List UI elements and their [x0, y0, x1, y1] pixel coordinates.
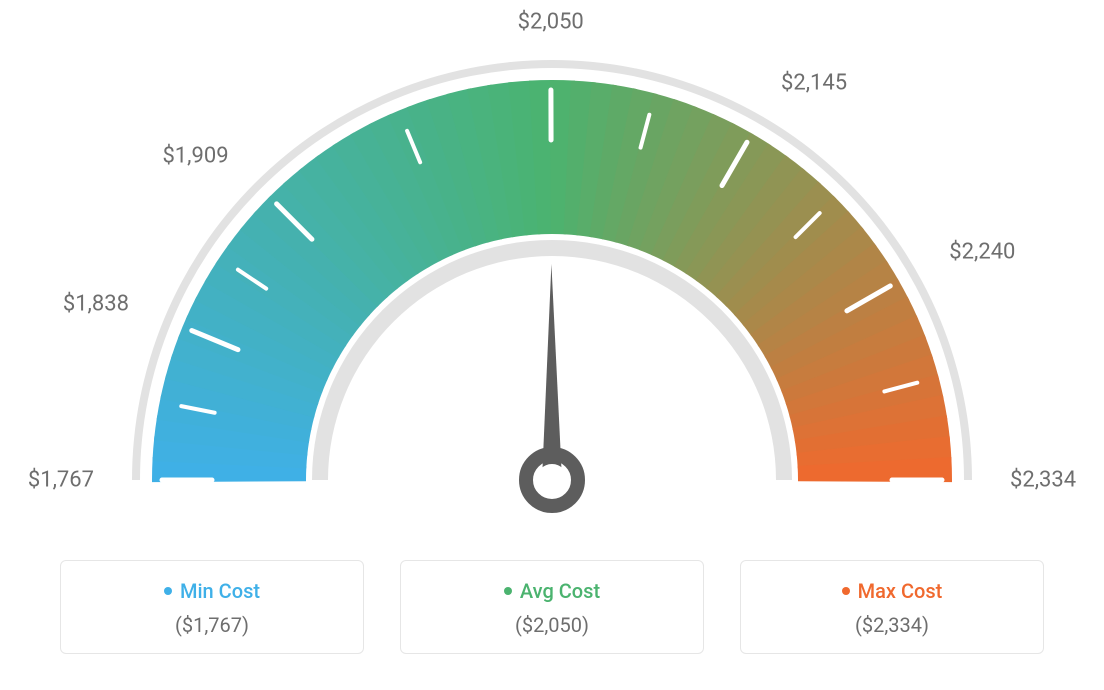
legend-card-avg: Avg Cost ($2,050)	[400, 560, 704, 654]
dot-icon	[164, 587, 172, 595]
legend-min-label: Min Cost	[180, 579, 260, 603]
gauge-tick-label: $1,767	[28, 468, 94, 493]
legend-avg-label: Avg Cost	[520, 579, 600, 603]
gauge-svg	[0, 0, 1104, 560]
dot-icon	[842, 587, 850, 595]
dot-icon	[504, 587, 512, 595]
gauge-tick-label: $1,838	[63, 292, 129, 317]
gauge-tick-label: $2,334	[1010, 468, 1076, 493]
legend-avg-value: ($2,050)	[411, 613, 693, 637]
legend-card-min: Min Cost ($1,767)	[60, 560, 364, 654]
legend-title-avg: Avg Cost	[411, 579, 693, 603]
legend-card-max: Max Cost ($2,334)	[740, 560, 1044, 654]
gauge-tick-label: $2,240	[949, 240, 1015, 265]
legend-title-min: Min Cost	[71, 579, 353, 603]
legend-max-value: ($2,334)	[751, 613, 1033, 637]
legend-row: Min Cost ($1,767) Avg Cost ($2,050) Max …	[0, 560, 1104, 654]
legend-title-max: Max Cost	[751, 579, 1033, 603]
legend-min-value: ($1,767)	[71, 613, 353, 637]
gauge-chart: $1,767 $1,838 $1,909 $2,050 $2,145 $2,240 $2,3…	[0, 0, 1104, 560]
gauge-tick-label: $1,909	[162, 143, 228, 168]
gauge-tick-label: $2,145	[781, 71, 847, 96]
gauge-tick-label: $2,050	[518, 10, 584, 35]
legend-max-label: Max Cost	[858, 579, 943, 603]
